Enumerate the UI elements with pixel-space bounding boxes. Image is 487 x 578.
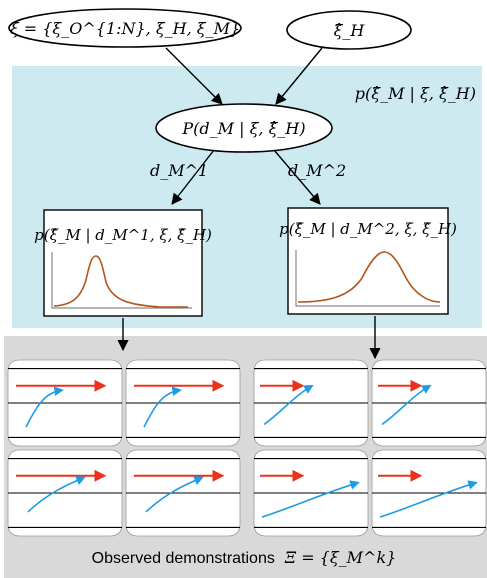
left-density-curve [53, 255, 188, 308]
left-distribution-title: p(ξ̂_M | d_M^1, ξ, ξ̂_H) [34, 226, 212, 244]
edge-label-d1: d_M^1 [150, 161, 208, 180]
demonstration-tile [253, 449, 369, 537]
edge-p-to-left [171, 149, 215, 205]
robot-trajectory [263, 384, 314, 426]
demonstration-tile [371, 359, 487, 447]
robot-trajectory [145, 476, 204, 513]
right-axis [295, 250, 440, 307]
xi-node [8, 8, 242, 48]
caption-text: Observed demonstrations [92, 550, 275, 567]
edge-xih-to-p [275, 47, 323, 105]
xi-h-hat-node [286, 10, 412, 50]
xi-node-label: ξ = {ξ_O^{1:N}, ξ_H, ξ_M} [10, 19, 240, 38]
caption-math: Ξ = {ξ_M^k} [284, 548, 397, 567]
edge-label-d2: d_M^2 [288, 161, 346, 180]
robot-trajectory [261, 480, 360, 518]
caption: Observed demonstrations Ξ = {ξ_M^k} [92, 548, 397, 567]
demonstration-tile [371, 449, 487, 537]
demonstration-tile [253, 359, 369, 447]
panel-label: p(ξ̂_M | ξ, ξ̂_H) [355, 84, 476, 103]
demonstration-tiles [7, 359, 487, 537]
left-axis [51, 252, 192, 309]
robot-trajectory [143, 386, 182, 428]
demonstration-tile [7, 359, 123, 447]
demonstration-tile [7, 449, 123, 537]
p-dm-label: P(d_M | ξ, ξ̂_H) [181, 119, 305, 138]
left-distribution-box [43, 209, 203, 317]
robot-trajectory [381, 384, 432, 426]
robot-trajectory [25, 386, 64, 428]
demonstration-tile [125, 449, 241, 537]
right-distribution-title: p(ξ̂_M | d_M^2, ξ, ξ̂_H) [279, 220, 457, 238]
edge-xi-to-p [165, 47, 223, 105]
xi-h-hat-label: ξ̂_H [334, 21, 366, 40]
robot-trajectory [379, 480, 478, 518]
demonstration-tile [125, 359, 241, 447]
edge-p-to-right [273, 149, 321, 205]
right-density-curve [297, 251, 441, 303]
robot-trajectory [27, 476, 86, 513]
p-dm-node [155, 103, 333, 153]
